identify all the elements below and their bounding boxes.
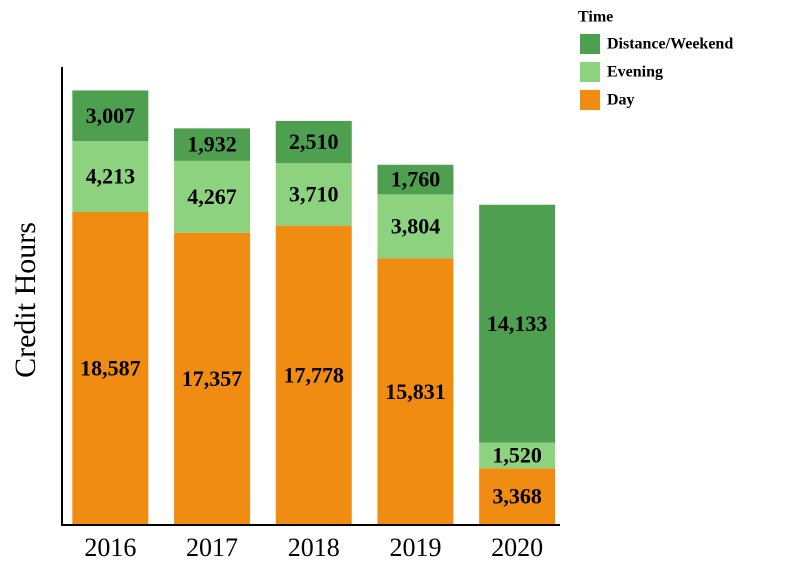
value-label: 3,007 xyxy=(86,103,136,128)
bar-segment xyxy=(174,232,251,525)
x-tick-label: 2020 xyxy=(491,533,543,562)
value-label: 17,357 xyxy=(182,366,243,391)
legend-swatch xyxy=(580,34,600,54)
x-tick-label: 2018 xyxy=(288,533,340,562)
value-label: 3,710 xyxy=(289,181,339,206)
x-tick-label: 2016 xyxy=(84,533,136,562)
legend-label: Day xyxy=(607,92,635,109)
bar-segment xyxy=(72,212,149,526)
value-label: 2,510 xyxy=(289,129,339,154)
x-tick-label: 2017 xyxy=(186,533,238,562)
legend-swatch xyxy=(580,90,600,110)
value-label: 1,520 xyxy=(492,443,542,468)
bar-segment xyxy=(479,468,556,525)
x-tick-label: 2019 xyxy=(389,533,441,562)
legend-title: Time xyxy=(578,9,613,26)
bar-segment xyxy=(275,225,352,526)
bar-segment xyxy=(174,160,251,233)
bar-segment xyxy=(275,163,352,226)
bar-segment xyxy=(377,164,454,195)
bar-segment xyxy=(72,141,149,213)
value-label: 17,778 xyxy=(284,362,345,387)
bar-segment xyxy=(174,128,251,161)
y-axis-label: Credit Hours xyxy=(9,222,42,378)
bar-segment xyxy=(275,120,352,164)
value-label: 3,368 xyxy=(492,484,542,509)
legend-swatch xyxy=(580,62,600,82)
bar-segment xyxy=(479,204,556,443)
bar-segment xyxy=(377,258,454,525)
value-label: 18,587 xyxy=(80,356,141,381)
value-label: 1,760 xyxy=(391,167,441,192)
value-label: 15,831 xyxy=(385,379,446,404)
value-label: 14,133 xyxy=(487,311,548,336)
legend-label: Evening xyxy=(607,64,663,81)
value-label: 1,932 xyxy=(187,132,237,157)
bar-segment xyxy=(479,442,556,469)
bar-segment xyxy=(377,194,454,259)
value-label: 4,267 xyxy=(187,184,237,209)
legend-label: Distance/Weekend xyxy=(607,36,733,53)
value-label: 3,804 xyxy=(391,213,441,238)
bar-segment xyxy=(72,90,149,142)
value-label: 4,213 xyxy=(86,164,136,189)
